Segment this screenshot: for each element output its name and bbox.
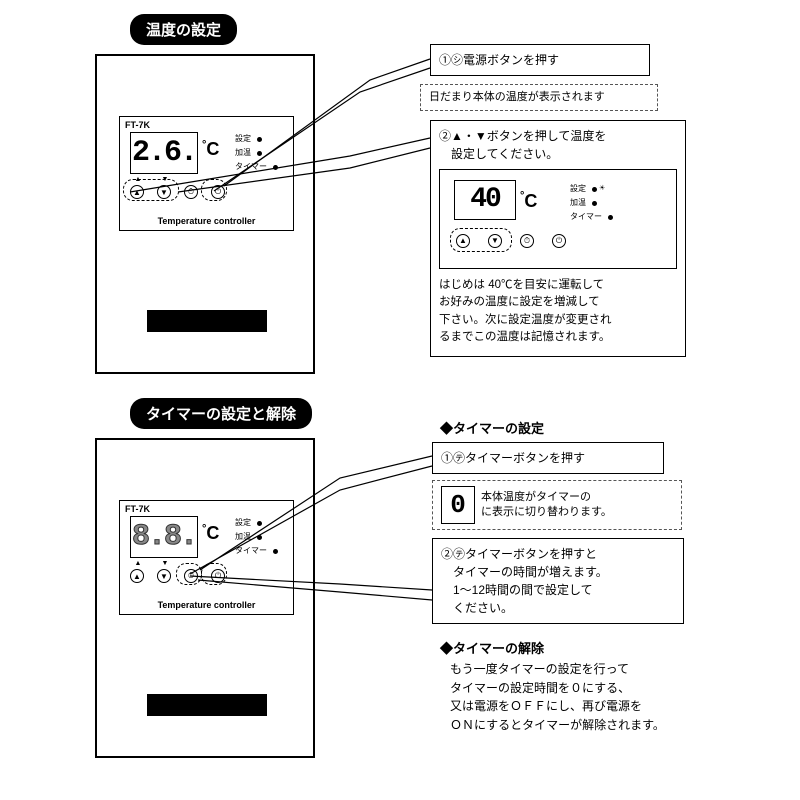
controller-label-1: Temperature controller [120, 216, 293, 226]
led-labels-1: 設定 加温 タイマー [235, 132, 278, 174]
bottom-bar-2 [147, 694, 267, 716]
lcd-display-2: 8.8. [130, 516, 198, 558]
bottom-bar-1 [147, 310, 267, 332]
title-timer-set: ◆タイマーの設定 [440, 418, 544, 437]
small-display-zero: 0 [441, 486, 475, 524]
lcd-display-1: 2.6. [130, 132, 198, 174]
oval-timer [176, 563, 202, 585]
callout-timer-inc: ②㋢タイマーボタンを押すと タイマーの時間が増えます。 1〜12時間の間で設定し… [432, 538, 684, 624]
timer-button[interactable]: ⏱ [184, 185, 198, 199]
device-body-1: FT-7K 2.6. C 設定 加温 タイマー ▲▼ ▲ ▼ ⏱ ⏻ Tempe… [95, 54, 315, 374]
controller-panel-1: FT-7K 2.6. C 設定 加温 タイマー ▲▼ ▲ ▼ ⏱ ⏻ Tempe… [119, 116, 294, 231]
controller-label-2: Temperature controller [120, 600, 293, 610]
controller-panel-2: FT-7K 8.8. C 設定 加温 タイマー ▲▼ ▲ ▼ ⏱ ⏻ Tempe… [119, 500, 294, 615]
unit-celsius-2: C [202, 523, 219, 544]
tip-timer-display: 0 本体温度がタイマーの に表示に切り替わります。 [432, 480, 682, 530]
device-body-2: FT-7K 8.8. C 設定 加温 タイマー ▲▼ ▲ ▼ ⏱ ⏻ Tempe… [95, 438, 315, 758]
oval-power-2 [201, 563, 227, 585]
text-timer-release: もう一度タイマーの設定を行って タイマーの設定時間を０にする、 又は電源をＯＦＦ… [450, 660, 730, 734]
led-labels-2: 設定 加温 タイマー [235, 516, 278, 558]
section-header-timer: タイマーの設定と解除 [130, 398, 312, 429]
oval-power [201, 179, 227, 201]
model-label-2: FT-7K [125, 504, 150, 514]
model-label: FT-7K [125, 120, 150, 130]
oval-updown [123, 179, 179, 201]
callout-set-temp: ②▲・▼ボタンを押して温度を 設定してください。 40 C 設定☀ 加温 タイマ… [430, 120, 686, 357]
display-digits-1: 2.6. [132, 136, 196, 170]
down-button-2[interactable]: ▼ [157, 569, 171, 583]
callout-timer-press: ①㋢タイマーボタンを押す [432, 442, 664, 474]
display-digits-2: 8.8. [132, 520, 196, 554]
up-button-2[interactable]: ▲ [130, 569, 144, 583]
section-header-temperature: 温度の設定 [130, 14, 237, 45]
title-timer-release: ◆タイマーの解除 [440, 638, 544, 657]
callout-power: ①㋛電源ボタンを押す [430, 44, 650, 76]
tip-display-temp: 日だまり本体の温度が表示されます [420, 84, 658, 111]
unit-celsius: C [202, 139, 219, 160]
controller-panel-small: 40 C 設定☀ 加温 タイマー ▲▼ ⏱⏻ [439, 169, 677, 269]
